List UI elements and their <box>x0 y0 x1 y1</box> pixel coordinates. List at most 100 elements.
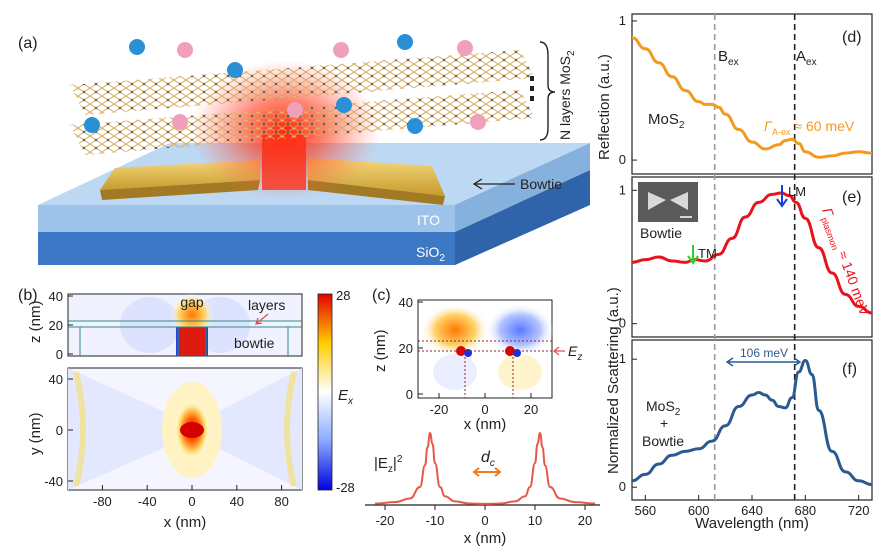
x-tick-label: -10 <box>426 513 445 528</box>
x-tick-label: 720 <box>848 503 870 518</box>
tm-label: TM <box>698 246 717 261</box>
xy-y-axis-label: y (nm) <box>27 413 44 456</box>
gap-label: gap <box>180 294 204 310</box>
xz-z-axis-label: z (nm) <box>27 301 44 344</box>
intensity-label: |Ez|2 <box>374 454 403 475</box>
bowtie-sem-inset <box>638 182 698 222</box>
x-tick-label: -20 <box>376 513 395 528</box>
x-tick-label: 20 <box>578 513 592 528</box>
y-tick-label: 0 <box>56 423 63 438</box>
ez-x-ticks: -20 0 20 <box>430 393 538 417</box>
z-tick-label: 0 <box>56 347 63 362</box>
mos2-layer-top <box>70 50 535 115</box>
dc-label: dc <box>481 449 495 469</box>
colorbar-min: -28 <box>336 480 355 495</box>
bowtie-arrow-label: Bowtie <box>520 176 562 192</box>
y-tick-label: 0 <box>619 479 626 494</box>
panel-a-schematic: (a) ITO SiO2 <box>18 34 590 265</box>
colorbar <box>317 293 333 491</box>
y-tick-label: -40 <box>44 474 63 489</box>
x-tick-label: 0 <box>481 513 488 528</box>
profile-x-ticks: -20 -10 0 10 20 <box>376 505 592 528</box>
reflection-curve <box>631 36 873 159</box>
panel-c: (c) Ez z (nm) 40 20 0 -20 0 20 x (nm) -20 -10… <box>365 287 600 547</box>
reflection-y-axis-label: Reflection (a.u.) <box>596 54 613 160</box>
z-tick-label: 40 <box>49 289 63 304</box>
panel-e-label: (e) <box>842 189 862 206</box>
x-tick-label: 560 <box>634 503 656 518</box>
wavelength-axis-label: Wavelength (nm) <box>695 515 809 532</box>
z-tick-label: 20 <box>399 341 413 356</box>
x-tick-label: 40 <box>230 494 244 509</box>
ez-x-axis-label: x (nm) <box>464 416 507 433</box>
panel-f-label: (f) <box>842 361 857 378</box>
sio2-label: SiO2 <box>416 244 445 264</box>
colorbar-label: Ex <box>338 387 354 407</box>
panel-e-frame <box>631 176 873 338</box>
x-tick-label: 80 <box>274 494 288 509</box>
y-tick-label: 1 <box>619 351 626 366</box>
splitting-label: 106 meV <box>740 346 788 360</box>
xy-x-ticks: -80 -40 0 40 80 <box>93 485 289 509</box>
n-layers-label: N layers MoS2 <box>557 50 577 140</box>
bowtie-arrow <box>472 178 515 190</box>
ez-label: Ez <box>568 343 582 363</box>
splitting-arrow <box>725 357 802 367</box>
hybrid-line1: MoS2 <box>646 398 681 418</box>
sem-bowtie-right <box>670 192 688 210</box>
hybrid-scattering-curve <box>631 358 873 487</box>
ez-z-axis-label: z (nm) <box>372 330 389 373</box>
z-tick-label: 0 <box>406 387 413 402</box>
panel-a-label: (a) <box>18 35 38 52</box>
aex-label: Aex <box>796 48 817 68</box>
panel-b-field-maps: (b) gap layers bowtie z (nm) 40 20 0 y (nm… <box>18 287 355 531</box>
exciton-electrons <box>84 34 423 134</box>
inset-bowtie-label: Bowtie <box>640 225 682 241</box>
x-tick-label: 640 <box>741 503 763 518</box>
colorbar-max: 28 <box>336 288 350 303</box>
exciton-lines <box>713 14 796 500</box>
intensity-profile-line <box>374 431 596 505</box>
hybrid-line2: + <box>660 415 668 431</box>
bowtie-region-label: bowtie <box>234 335 275 351</box>
exciton-holes <box>172 40 486 130</box>
scattering-y-axis-label: Normalized Scattering (a.u.) <box>605 287 622 474</box>
panel-d-frame <box>631 13 873 175</box>
ito-side <box>455 143 590 232</box>
spectra-y-ticks: 1 0 1 0 1 0 <box>619 13 637 494</box>
bowtie-scattering-curve <box>631 191 873 315</box>
x-tick-label: 600 <box>688 503 710 518</box>
ez-z-ticks: 40 20 0 <box>399 295 423 402</box>
xy-x-axis-label: x (nm) <box>164 514 207 531</box>
lm-arrow <box>776 185 788 208</box>
x-tick-label: -40 <box>138 494 157 509</box>
sio2-side <box>455 170 590 265</box>
hybrid-line3: Bowtie <box>642 433 684 449</box>
mos2-layer-bottom <box>70 90 535 155</box>
lm-label: LM <box>788 184 806 199</box>
exciton-linewidth-label: ΓA-ex ≈ 60 meV <box>764 118 855 137</box>
panel-b-label: (b) <box>18 287 38 304</box>
x-tick-label: 20 <box>524 402 538 417</box>
tm-arrow <box>687 245 699 265</box>
y-tick-label: 0 <box>619 316 626 331</box>
xz-z-ticks: 40 20 0 <box>49 289 73 362</box>
profile-x-axis-label: x (nm) <box>464 530 507 547</box>
z-tick-label: 20 <box>49 318 63 333</box>
y-tick-label: 1 <box>619 13 626 28</box>
y-tick-label: 40 <box>49 372 63 387</box>
x-tick-label: -20 <box>430 402 449 417</box>
panel-c-label: (c) <box>372 287 391 304</box>
x-tick-label: 10 <box>528 513 542 528</box>
x-tick-label: 680 <box>794 503 816 518</box>
xy-y-ticks: 40 0 -40 <box>44 372 73 489</box>
layers-label: layers <box>248 297 285 313</box>
bex-label: Bex <box>718 48 739 68</box>
panel-d-label: (d) <box>842 29 862 46</box>
layers-brace <box>539 41 556 141</box>
ito-label: ITO <box>417 212 440 228</box>
y-tick-label: 0 <box>619 152 626 167</box>
wavelength-ticks: 560 600 640 680 720 <box>634 495 870 518</box>
